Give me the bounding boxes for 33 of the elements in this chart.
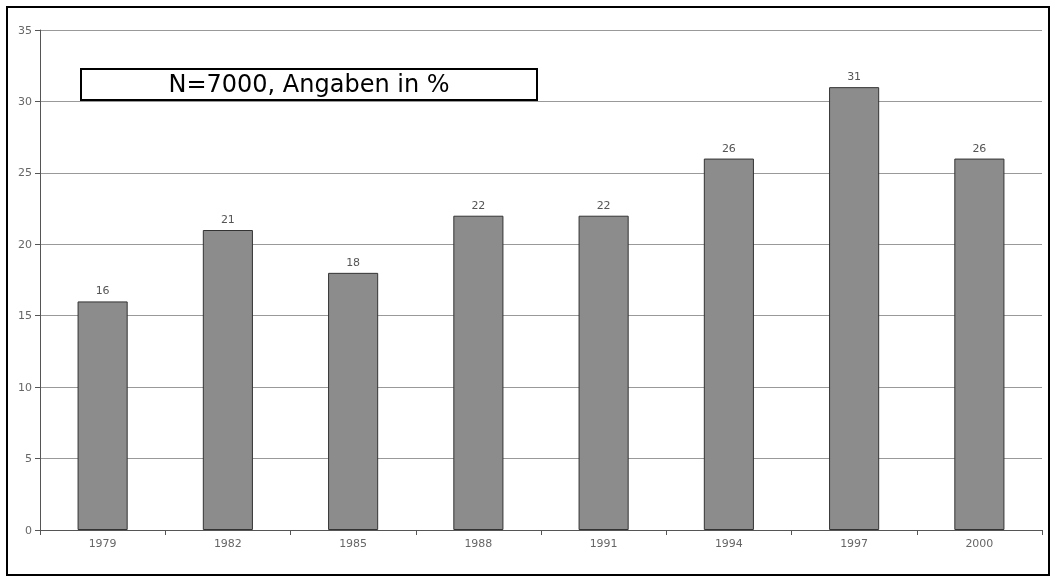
- x-tick-label: 1997: [840, 537, 869, 550]
- data-label: 16: [95, 284, 110, 298]
- data-label: 26: [972, 141, 987, 155]
- x-tick-label: 1979: [88, 537, 117, 550]
- y-tick-label: 35: [18, 23, 32, 37]
- bar: [202, 230, 253, 530]
- note-box: N=7000, Angaben in %: [80, 68, 538, 101]
- bar: [829, 87, 880, 530]
- x-tick-label: 2000: [965, 537, 994, 550]
- bar: [453, 215, 504, 530]
- data-label: 22: [471, 198, 486, 212]
- data-label: 22: [596, 198, 611, 212]
- bar: [703, 158, 754, 530]
- y-tick-label: 20: [18, 237, 32, 251]
- data-label: 21: [220, 213, 235, 226]
- bar: [328, 272, 379, 530]
- y-tick-label: 0: [25, 523, 32, 537]
- y-tick-label: 30: [18, 94, 32, 108]
- x-tick-label: 1982: [213, 537, 242, 550]
- data-label: 31: [847, 70, 862, 84]
- y-tick-label: 5: [25, 452, 32, 466]
- x-tick-label: 1994: [714, 537, 743, 550]
- y-tick-label: 10: [18, 380, 32, 394]
- bar: [77, 301, 128, 530]
- data-label: 18: [346, 255, 361, 269]
- y-tick-label: 25: [18, 166, 32, 180]
- x-tick-label: 1985: [339, 537, 368, 550]
- data-label: 26: [721, 141, 736, 155]
- x-tick-label: 1988: [464, 537, 493, 550]
- x-tick-label: 1991: [589, 537, 618, 550]
- y-tick-label: 15: [18, 309, 32, 323]
- bar: [954, 158, 1005, 530]
- bar: [578, 215, 629, 530]
